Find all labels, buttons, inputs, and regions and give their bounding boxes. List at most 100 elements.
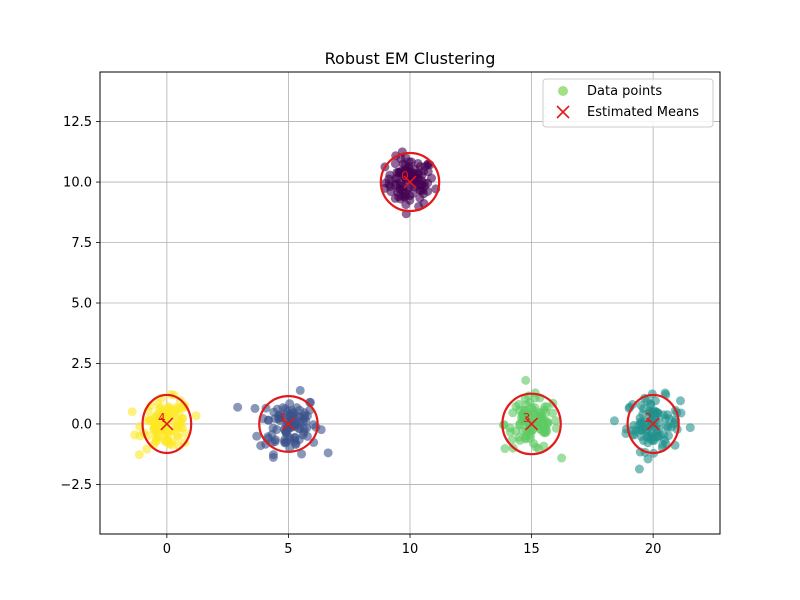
y-axis-ticks: −2.5 0.0 2.5 5.0 7.5 10.0 12.5 xyxy=(60,115,100,493)
data-point xyxy=(557,453,567,463)
data-point xyxy=(233,402,243,412)
data-point xyxy=(415,193,425,203)
data-point xyxy=(539,441,549,451)
data-point xyxy=(268,423,278,433)
mean-marker xyxy=(403,175,417,189)
data-point xyxy=(670,417,680,427)
data-point xyxy=(511,426,521,436)
data-point xyxy=(404,157,414,167)
grid-lines xyxy=(100,72,720,534)
data-point xyxy=(297,449,307,459)
data-point xyxy=(645,406,655,416)
data-point xyxy=(637,425,647,435)
mean-marker xyxy=(281,417,295,431)
data-point xyxy=(323,448,333,458)
data-point xyxy=(609,416,619,426)
data-point xyxy=(542,402,552,412)
data-point xyxy=(525,430,535,440)
data-point xyxy=(268,452,278,462)
data-point xyxy=(661,413,671,423)
data-point xyxy=(514,399,524,409)
data-point xyxy=(423,167,433,177)
cluster-ellipse xyxy=(501,392,562,456)
cluster-ellipse xyxy=(141,393,193,455)
data-point xyxy=(646,434,656,444)
data-point xyxy=(515,419,525,429)
data-point xyxy=(142,444,152,454)
estimated-means: 0 1 2 3 4 xyxy=(158,169,660,431)
y-tick-label: 5.0 xyxy=(71,297,92,312)
legend-marker-estimated-means xyxy=(556,105,570,119)
x-tick-label: 10 xyxy=(402,542,419,557)
y-tick-label: 0.0 xyxy=(71,417,92,432)
cluster-label: 4 xyxy=(158,411,166,425)
data-point xyxy=(398,181,408,191)
data-point xyxy=(529,439,539,449)
legend-marker-data-points xyxy=(558,86,568,96)
cluster-label: 3 xyxy=(523,411,531,425)
data-point xyxy=(178,413,188,423)
x-axis-ticks: 0 5 10 15 20 xyxy=(163,534,661,557)
data-point xyxy=(548,408,558,418)
data-point xyxy=(551,423,561,433)
data-point xyxy=(280,438,290,448)
data-point xyxy=(634,464,644,474)
data-point xyxy=(191,411,201,421)
data-point xyxy=(417,176,427,186)
legend: Data points Estimated Means xyxy=(542,78,714,128)
data-point xyxy=(535,424,545,434)
x-tick-label: 5 xyxy=(284,542,292,557)
data-point xyxy=(651,425,661,435)
data-point xyxy=(661,438,671,448)
data-point xyxy=(384,174,394,184)
data-point xyxy=(518,409,528,419)
mean-marker xyxy=(160,417,174,431)
data-point xyxy=(508,408,518,418)
chart-title: Robust EM Clustering xyxy=(325,49,496,68)
cluster-ellipse xyxy=(258,395,319,453)
data-point xyxy=(160,434,170,444)
mean-marker xyxy=(646,417,660,431)
legend-label-estimated-means: Estimated Means xyxy=(587,105,699,120)
x-tick-label: 0 xyxy=(163,542,171,557)
legend-label-data-points: Data points xyxy=(587,84,662,99)
data-point xyxy=(252,431,262,441)
data-point xyxy=(536,411,546,421)
data-point xyxy=(643,454,653,464)
data-point xyxy=(146,415,156,425)
cluster-ellipse xyxy=(379,151,441,213)
data-point xyxy=(284,422,294,432)
y-tick-label: 12.5 xyxy=(63,115,92,130)
data-point xyxy=(158,410,168,420)
legend-box xyxy=(542,78,714,128)
cluster-label: 2 xyxy=(644,411,652,425)
data-point xyxy=(305,397,315,407)
data-point xyxy=(155,423,165,433)
y-tick-label: 2.5 xyxy=(71,357,92,372)
data-point xyxy=(521,375,531,385)
data-point xyxy=(316,425,326,435)
y-tick-label: 7.5 xyxy=(71,236,92,251)
data-point xyxy=(629,420,639,430)
data-point xyxy=(308,420,318,430)
y-tick-label: 10.0 xyxy=(63,176,92,191)
data-point xyxy=(401,191,411,201)
cluster-ellipse xyxy=(626,393,680,455)
data-point xyxy=(264,415,274,425)
x-tick-label: 15 xyxy=(523,542,540,557)
data-point xyxy=(418,185,428,195)
data-point xyxy=(288,407,298,417)
data-point xyxy=(177,423,187,433)
data-point xyxy=(551,416,561,426)
data-point xyxy=(386,187,396,197)
data-point xyxy=(291,438,301,448)
data-point xyxy=(295,385,305,395)
data-point xyxy=(134,450,144,460)
data-point xyxy=(275,410,285,420)
data-point xyxy=(507,435,517,445)
data-point xyxy=(166,426,176,436)
mean-marker xyxy=(525,417,539,431)
covariance-ellipses xyxy=(141,151,680,456)
data-points xyxy=(127,147,695,474)
